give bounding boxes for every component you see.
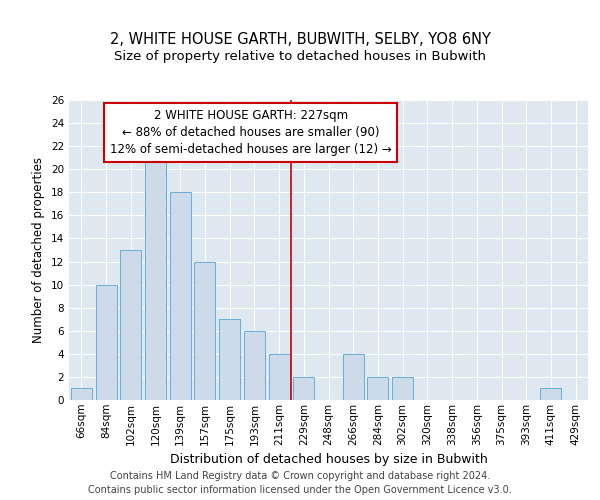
Y-axis label: Number of detached properties: Number of detached properties — [32, 157, 46, 343]
Text: Contains public sector information licensed under the Open Government Licence v3: Contains public sector information licen… — [88, 485, 512, 495]
Bar — [219, 319, 240, 400]
Bar — [71, 388, 92, 400]
Text: Contains HM Land Registry data © Crown copyright and database right 2024.: Contains HM Land Registry data © Crown c… — [110, 471, 490, 481]
Text: Size of property relative to detached houses in Bubwith: Size of property relative to detached ho… — [114, 50, 486, 63]
Bar — [170, 192, 191, 400]
Bar — [120, 250, 141, 400]
Bar — [145, 158, 166, 400]
Bar — [194, 262, 215, 400]
Bar — [392, 377, 413, 400]
Bar — [367, 377, 388, 400]
Text: 2 WHITE HOUSE GARTH: 227sqm
← 88% of detached houses are smaller (90)
12% of sem: 2 WHITE HOUSE GARTH: 227sqm ← 88% of det… — [110, 109, 392, 156]
Bar — [541, 388, 562, 400]
Bar — [95, 284, 116, 400]
Bar — [269, 354, 290, 400]
Bar — [343, 354, 364, 400]
Bar — [293, 377, 314, 400]
Bar — [244, 331, 265, 400]
Text: 2, WHITE HOUSE GARTH, BUBWITH, SELBY, YO8 6NY: 2, WHITE HOUSE GARTH, BUBWITH, SELBY, YO… — [110, 32, 490, 48]
X-axis label: Distribution of detached houses by size in Bubwith: Distribution of detached houses by size … — [170, 453, 487, 466]
